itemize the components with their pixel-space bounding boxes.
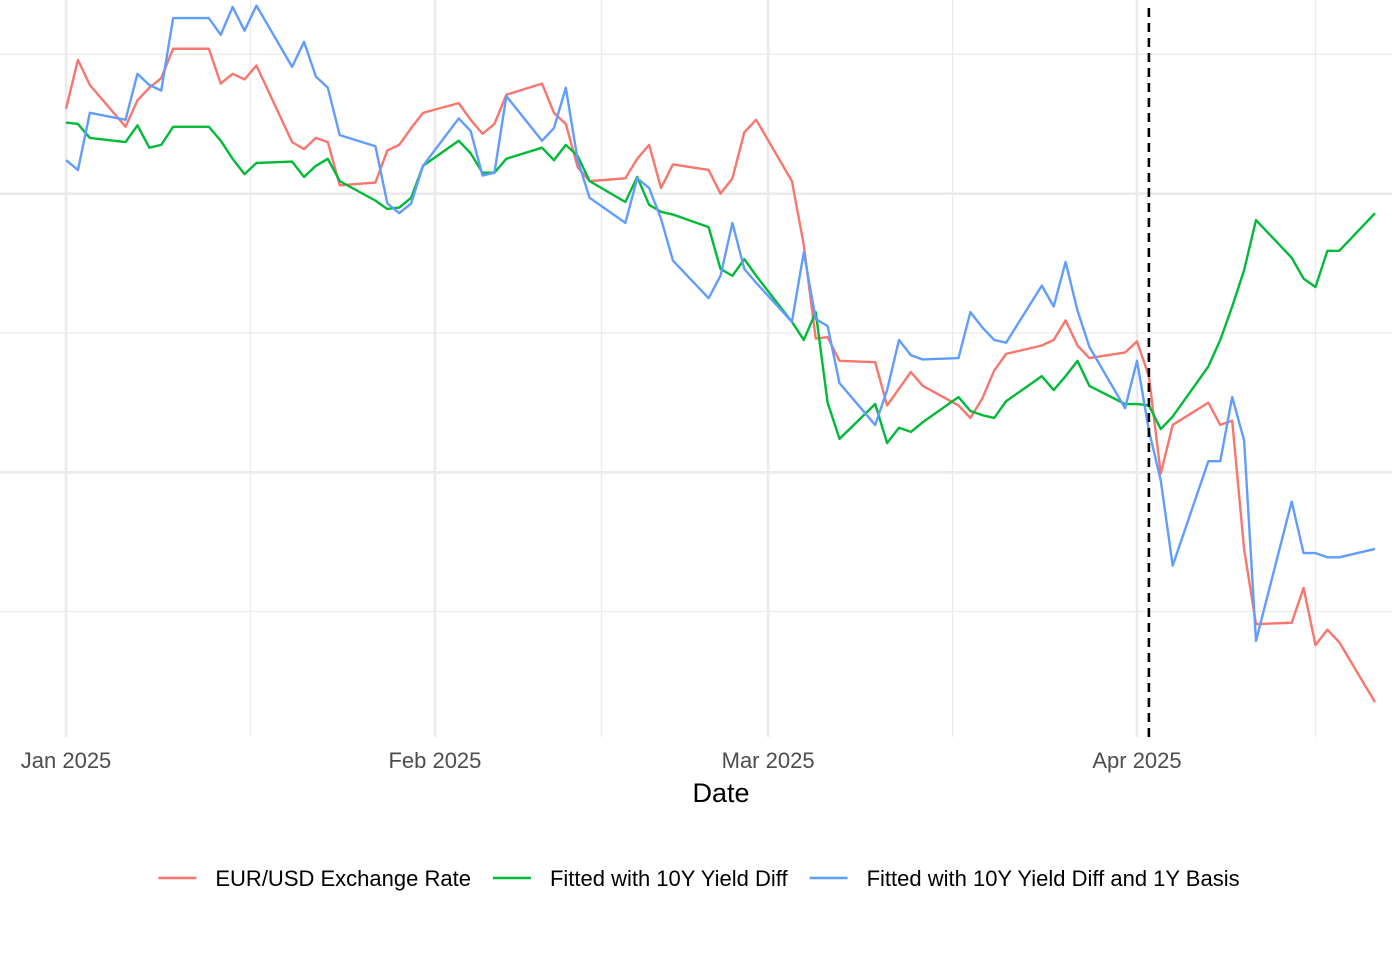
line-series	[65, 4, 1376, 643]
legend-label: EUR/USD Exchange Rate	[215, 866, 471, 891]
line-series	[64, 47, 1377, 703]
x-axis-title: Date	[692, 778, 749, 808]
x-tick-label: Jan 2025	[21, 748, 112, 773]
x-tick-label: Apr 2025	[1092, 748, 1181, 773]
legend-label: Fitted with 10Y Yield Diff and 1Y Basis	[867, 866, 1240, 891]
line-series	[65, 121, 1376, 445]
legend-label: Fitted with 10Y Yield Diff	[550, 866, 789, 891]
x-tick-label: Mar 2025	[722, 748, 815, 773]
x-tick-label: Feb 2025	[388, 748, 481, 773]
